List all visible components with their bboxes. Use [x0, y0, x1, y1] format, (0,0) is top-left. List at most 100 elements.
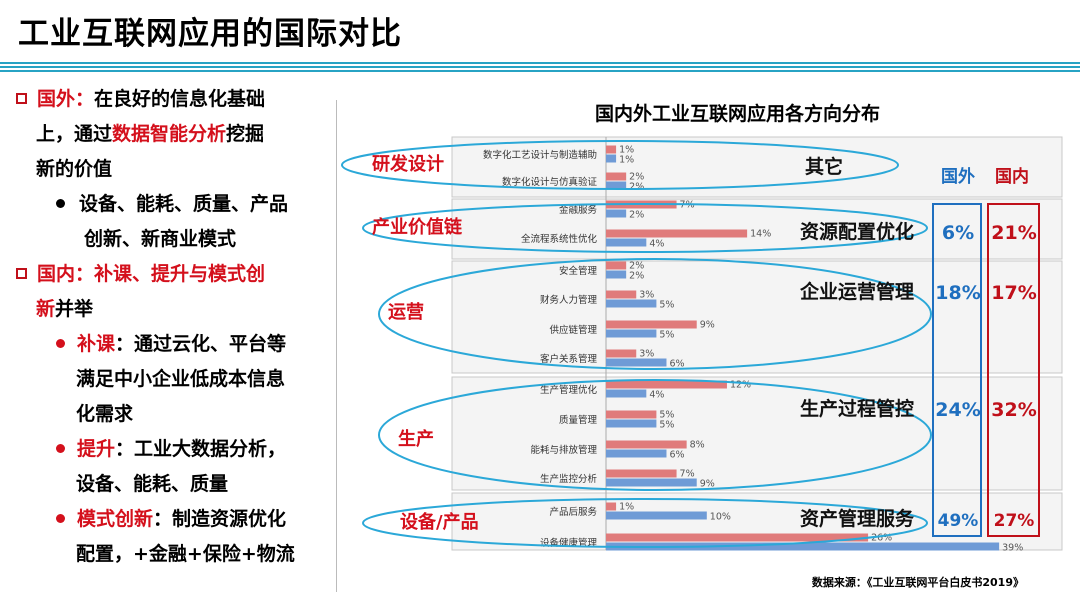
- group-label: 生产: [398, 428, 434, 450]
- category-label: 质量管理: [559, 414, 598, 426]
- bullet-dot-icon: [56, 513, 65, 523]
- data-label-domestic: 3%: [639, 290, 654, 301]
- data-label-domestic: 3%: [639, 349, 654, 360]
- foreign-text-1: 在良好的信息化基础: [94, 88, 266, 110]
- category-label: 生产监控分析: [540, 473, 598, 485]
- bar-foreign: [606, 358, 667, 367]
- data-label-foreign: 2%: [629, 210, 644, 221]
- bar-foreign: [606, 238, 647, 247]
- data-label-foreign: 5%: [659, 300, 674, 311]
- summary-domestic-value: 27%: [994, 511, 1035, 531]
- foreign-text-2b: 挖掘: [226, 123, 265, 145]
- bar-domestic: [606, 172, 627, 181]
- bar-domestic: [606, 261, 627, 270]
- summary-label: 企业运营管理: [799, 280, 914, 303]
- foreign-column-box: [932, 203, 982, 537]
- group-ellipse: [362, 203, 928, 253]
- bullet-dot-icon: [56, 338, 65, 348]
- summary-foreign-value: 6%: [942, 222, 974, 244]
- summary-foreign-value: 24%: [935, 399, 980, 421]
- bar-domestic: [606, 380, 727, 389]
- data-label-foreign: 39%: [1002, 543, 1023, 554]
- data-label-foreign: 1%: [619, 155, 634, 166]
- foreign-bullet-1-text: 设备、能耗、质量、产品: [79, 193, 289, 215]
- bar-foreign: [606, 419, 657, 428]
- bar-foreign: [606, 511, 707, 520]
- data-label-domestic: 8%: [690, 440, 705, 451]
- data-label-domestic: 1%: [619, 145, 634, 156]
- bar-foreign: [606, 181, 627, 190]
- section-box: [451, 136, 1063, 198]
- bar-foreign: [606, 542, 1000, 551]
- domestic-label: 国内：补课、提升与模式创: [37, 263, 266, 285]
- bar-domestic: [606, 533, 869, 542]
- category-label: 财务人力管理: [540, 294, 598, 306]
- square-bullet-icon: [16, 268, 27, 279]
- domestic-bullet-1: 补课：通过云化、平台等: [12, 327, 337, 362]
- bar-domestic: [606, 290, 637, 299]
- category-label: 供应链管理: [549, 324, 597, 336]
- domestic-label-2: 新: [36, 298, 56, 320]
- group-ellipse: [341, 140, 899, 190]
- summary-label: 资源配置优化: [800, 220, 914, 243]
- data-label-domestic: 7%: [680, 469, 695, 480]
- summary-header-domestic: 国内: [995, 166, 1029, 187]
- summary-foreign-value: 49%: [938, 511, 979, 531]
- foreign-line-3: 新的价值: [36, 158, 113, 180]
- data-label-foreign: 6%: [669, 450, 684, 461]
- bar-domestic: [606, 320, 697, 329]
- foreign-label: 国外：: [37, 88, 95, 110]
- vertical-divider: [336, 100, 337, 592]
- data-label-domestic: 9%: [700, 320, 715, 331]
- summary-label: 其它: [805, 155, 843, 178]
- foreign-bullet-2: 创新、新商业模式: [84, 228, 237, 250]
- bar-domestic: [606, 440, 687, 449]
- group-label: 运营: [388, 301, 424, 323]
- domestic-text: 并举: [55, 298, 94, 320]
- summary-domestic-value: 32%: [991, 399, 1036, 421]
- data-label-domestic: 1%: [619, 502, 634, 513]
- data-label-foreign: 5%: [659, 330, 674, 341]
- group-ellipse: [378, 258, 932, 370]
- summary-domestic-value: 17%: [991, 282, 1036, 304]
- category-label: 数字化设计与仿真验证: [502, 176, 598, 188]
- data-label-domestic: 26%: [871, 533, 892, 544]
- data-label-domestic: 2%: [629, 261, 644, 272]
- category-label: 产品后服务: [549, 506, 597, 518]
- section-box: [451, 198, 1063, 260]
- chart-title: 国内外工业互联网应用各方向分布: [595, 103, 881, 125]
- data-label-foreign: 4%: [649, 390, 664, 401]
- foreign-highlight: 数据智能分析: [112, 123, 227, 145]
- b1-line-2: 满足中小企业低成本信息: [76, 368, 286, 390]
- chart-grid: [451, 136, 1063, 551]
- bar-domestic: [606, 349, 637, 358]
- data-label-foreign: 2%: [629, 182, 644, 193]
- foreign-bullet-1: 设备、能耗、质量、产品: [12, 187, 337, 222]
- bar-domestic: [606, 410, 657, 419]
- domestic-column-box: [987, 203, 1040, 537]
- data-label-domestic: 12%: [730, 380, 751, 391]
- b2-label: 提升: [77, 438, 116, 460]
- summary-label: 资产管理服务: [800, 507, 915, 530]
- data-label-domestic: 2%: [629, 172, 644, 183]
- b3-label: 模式创新: [77, 508, 154, 530]
- group-label: 设备/产品: [400, 511, 479, 533]
- data-label-foreign: 6%: [669, 359, 684, 370]
- category-label: 数字化工艺设计与制造辅助: [483, 149, 597, 161]
- domestic-line-2: 新并举: [12, 292, 337, 327]
- summary-header-foreign: 国外: [941, 166, 975, 187]
- bar-foreign: [606, 478, 697, 487]
- category-label: 金融服务: [559, 204, 598, 216]
- square-bullet-icon: [16, 93, 27, 104]
- bullet-dot-icon: [56, 443, 65, 453]
- b1-line-3: 化需求: [76, 403, 134, 425]
- data-label-foreign: 4%: [649, 239, 664, 250]
- b1-label: 补课: [77, 333, 116, 355]
- left-panel: 国外：在良好的信息化基础 上，通过数据智能分析挖掘 新的价值 设备、能耗、质量、…: [12, 82, 337, 572]
- chart-bars: 数字化工艺设计与制造辅助 1%1%数字化设计与仿真验证 2%2%金融服务 7%2%全流…: [483, 145, 1023, 554]
- bar-foreign: [606, 449, 667, 458]
- data-label-foreign: 9%: [700, 479, 715, 490]
- bar-foreign: [606, 299, 657, 308]
